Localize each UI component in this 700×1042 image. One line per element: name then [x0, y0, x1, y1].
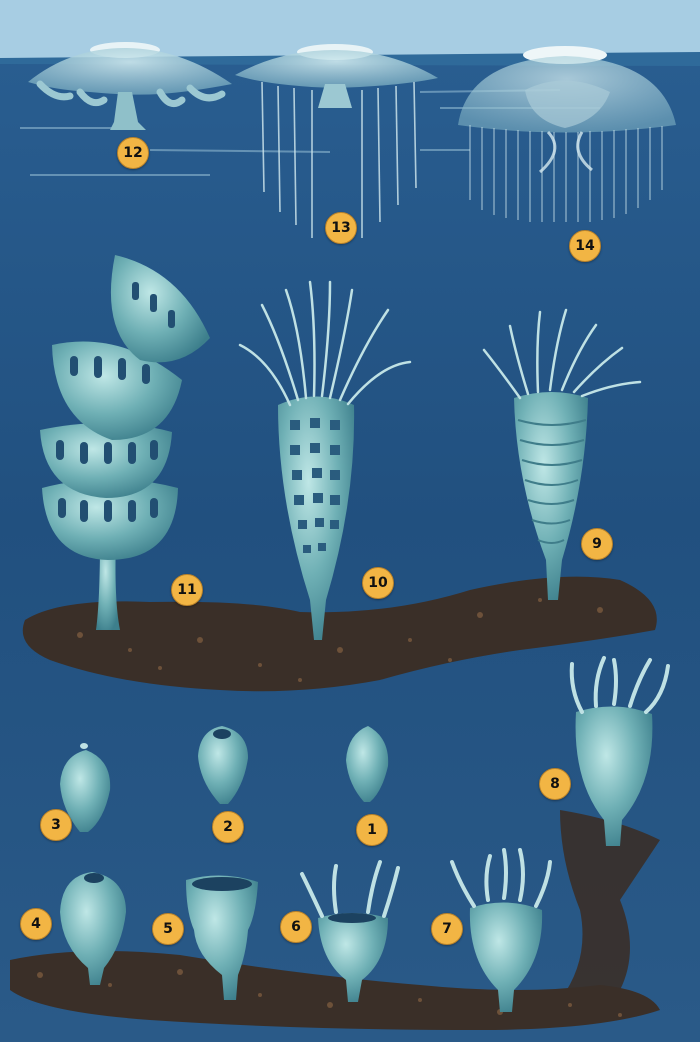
label-badge-11: 11 [171, 574, 203, 606]
label-badge-10: 10 [362, 567, 394, 599]
label-badge-2: 2 [212, 811, 244, 843]
label-text: 1 [367, 822, 377, 838]
label-text: 7 [442, 921, 452, 937]
polyp-10 [238, 280, 412, 640]
polyp-8 [569, 656, 670, 846]
medusa-12 [28, 42, 232, 130]
label-text: 5 [163, 921, 173, 937]
seabed-lower [10, 951, 660, 1030]
label-badge-5: 5 [152, 913, 184, 945]
medusa-13 [235, 44, 438, 238]
polyp-7 [450, 848, 552, 1012]
label-text: 2 [223, 819, 233, 835]
larva-2 [198, 726, 248, 804]
label-badge-1: 1 [356, 814, 388, 846]
label-badge-14: 14 [569, 230, 601, 262]
label-badge-8: 8 [539, 768, 571, 800]
label-text: 3 [51, 817, 61, 833]
label-text: 11 [177, 582, 197, 598]
strobila-11 [40, 255, 210, 630]
label-badge-7: 7 [431, 913, 463, 945]
label-badge-3: 3 [40, 809, 72, 841]
polyp-5 [186, 875, 258, 1000]
polyp-6 [300, 860, 400, 1002]
label-text: 4 [31, 916, 41, 932]
larva-3 [60, 743, 111, 832]
label-text: 14 [575, 238, 595, 254]
label-text: 13 [331, 220, 351, 236]
label-badge-12: 12 [117, 137, 149, 169]
label-text: 6 [291, 919, 301, 935]
label-text: 9 [592, 536, 602, 552]
larva-1 [346, 726, 389, 802]
seabed-upper [22, 576, 657, 692]
label-text: 10 [368, 575, 388, 591]
label-badge-13: 13 [325, 212, 357, 244]
polyp-9 [482, 308, 642, 600]
seabed-column [560, 810, 660, 1000]
medusa-14 [458, 46, 676, 222]
label-badge-6: 6 [280, 911, 312, 943]
label-text: 8 [550, 776, 560, 792]
label-badge-4: 4 [20, 908, 52, 940]
seabed-upper-texture [77, 598, 603, 682]
label-badge-9: 9 [581, 528, 613, 560]
label-text: 12 [123, 145, 143, 161]
polyp-4 [60, 872, 126, 985]
